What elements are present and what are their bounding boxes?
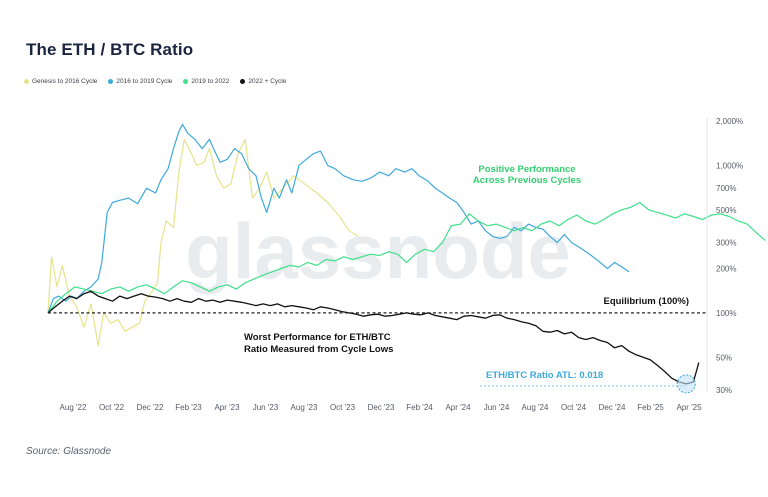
positive-performance-line2: Across Previous Cycles [473,175,581,186]
x-tick-label: Oct '23 [330,403,356,412]
y-tick-label: 500% [716,206,736,215]
x-tick-label: Aug '22 [60,403,87,412]
watermark: glassnode [185,207,571,295]
chart-title: The ETH / BTC Ratio [26,40,194,59]
worst-performance-line2: Ratio Measured from Cycle Lows [244,344,393,355]
x-tick-label: Feb '25 [637,403,664,412]
series-line-cycle-2016 [47,123,630,314]
series-line-cycle-2022 [47,290,700,385]
y-tick-label: 30% [716,386,732,395]
source-note: Source: Glassnode [26,446,112,457]
x-tick-label: Apr '24 [445,403,471,412]
y-tick-label: 300% [716,239,736,248]
y-tick-label: 700% [716,184,736,193]
x-tick-label: Jun '24 [484,403,510,412]
y-axis-ticks: 30% 50% 100% 200% 300% 500% 700% 1,000% 2,000% [716,117,743,395]
legend-item-genesis: Genesis to 2016 Cycle [24,78,97,85]
legend-dot-2019 [183,79,189,84]
legend-item-2022: 2022 + Cycle [240,78,287,85]
x-tick-label: Dec '24 [599,403,626,412]
positive-performance-line1: Positive Performance [478,164,575,175]
equilibrium-label: Equilibrium (100%) [603,296,689,307]
x-tick-label: Aug '24 [522,403,549,412]
legend-label-2016: 2016 to 2019 Cycle [116,78,173,85]
legend-dot-genesis [24,79,29,84]
y-tick-label: 1,000% [716,161,743,170]
x-tick-label: Aug '23 [291,403,318,412]
legend-label-2019: 2019 to 2022 [191,78,230,85]
legend-dot-2022 [240,79,246,84]
y-tick-label: 50% [716,353,732,362]
series-line-genesis [47,138,359,347]
x-tick-label: Apr '25 [676,403,702,412]
series-line-cycle-2019 [47,201,766,314]
x-tick-label: Dec '22 [137,403,164,412]
x-tick-label: Feb '23 [175,403,202,412]
x-tick-label: Feb '24 [406,403,433,412]
legend-item-2016: 2016 to 2019 Cycle [108,78,172,85]
legend: Genesis to 2016 Cycle 2016 to 2019 Cycle… [24,78,287,85]
x-tick-label: Oct '22 [99,403,125,412]
x-tick-label: Apr '23 [214,403,240,412]
legend-label-2022: 2022 + Cycle [248,78,287,85]
legend-label-genesis: Genesis to 2016 Cycle [32,78,98,85]
y-tick-label: 200% [716,264,736,273]
legend-item-2019: 2019 to 2022 [183,78,229,85]
atl-label: ETH/BTC Ratio ATL: 0.018 [486,370,603,381]
x-tick-label: Dec '23 [368,403,395,412]
legend-dot-2016 [108,79,114,84]
x-tick-label: Oct '24 [561,403,587,412]
x-axis-ticks: Aug '22 Oct '22 Dec '22 Feb '23 Apr '23 Jun '… [60,403,703,412]
y-tick-label: 100% [716,309,736,318]
worst-performance-line1: Worst Performance for ETH/BTC [244,332,391,343]
atl-marker [676,374,696,394]
series-layer [47,123,766,385]
x-tick-label: Jun '23 [253,403,279,412]
y-tick-label: 2,000% [716,117,743,126]
